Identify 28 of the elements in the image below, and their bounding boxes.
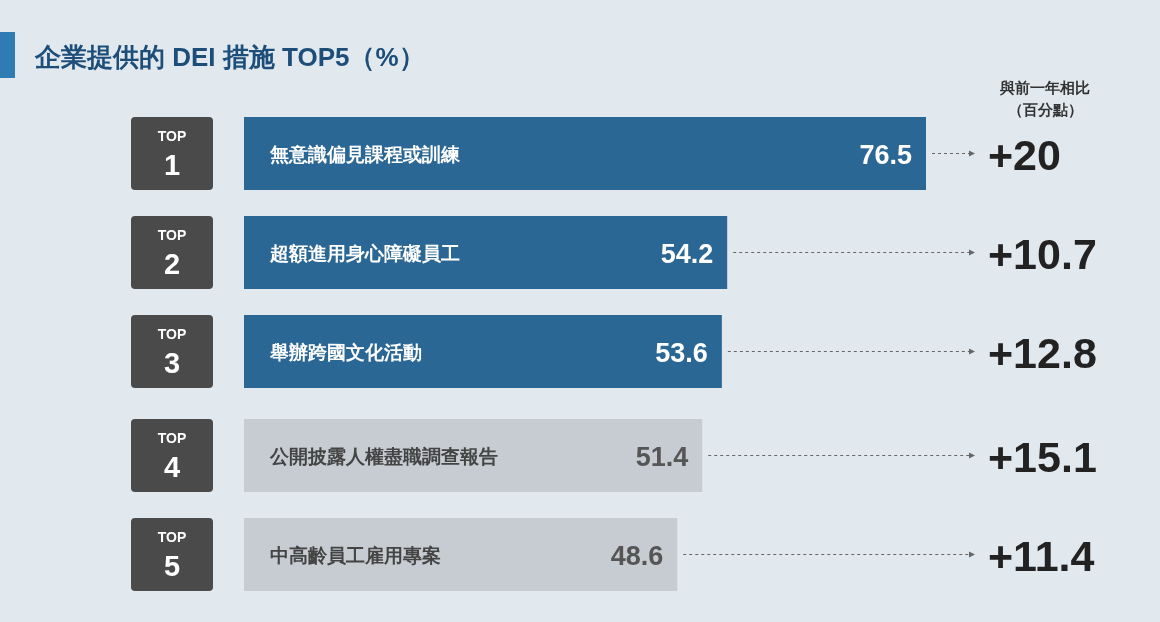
data-label: 51.4 [635, 441, 689, 472]
data-label: 48.6 [610, 540, 664, 571]
y-tick-label: 舉辦跨國文化活動 [269, 341, 422, 363]
chart-title: 企業提供的 DEI 措施 TOP5（%） [34, 42, 425, 72]
text: 3 [163, 347, 181, 379]
text: TOP [157, 529, 187, 545]
y-tick-label: 無意識偏見課程或訓練 [269, 143, 461, 165]
y-tick-label: 超額進用身心障礙員工 [269, 242, 460, 264]
text: 4 [163, 451, 181, 483]
text: +11.4 [988, 531, 1095, 580]
text: 5 [163, 550, 181, 582]
text: TOP [157, 430, 187, 446]
y-tick-label: 公開披露人權盡職調查報告 [269, 445, 498, 467]
y-tick-label: 中高齡員工雇用專案 [270, 544, 441, 566]
text: 與前一年相比 [999, 79, 1090, 96]
text: TOP [157, 128, 187, 144]
text: TOP [157, 227, 187, 243]
text: TOP [157, 326, 187, 342]
text: 2 [163, 248, 181, 280]
text: （百分點） [1007, 101, 1083, 118]
data-label: 76.5 [859, 139, 912, 170]
text: +15.1 [988, 432, 1097, 481]
data-label: 54.2 [660, 238, 714, 269]
text: 1 [163, 149, 181, 181]
text: +12.8 [988, 328, 1097, 377]
text: +10.7 [988, 229, 1097, 278]
data-label: 53.6 [655, 337, 708, 368]
text: +20 [988, 130, 1061, 179]
